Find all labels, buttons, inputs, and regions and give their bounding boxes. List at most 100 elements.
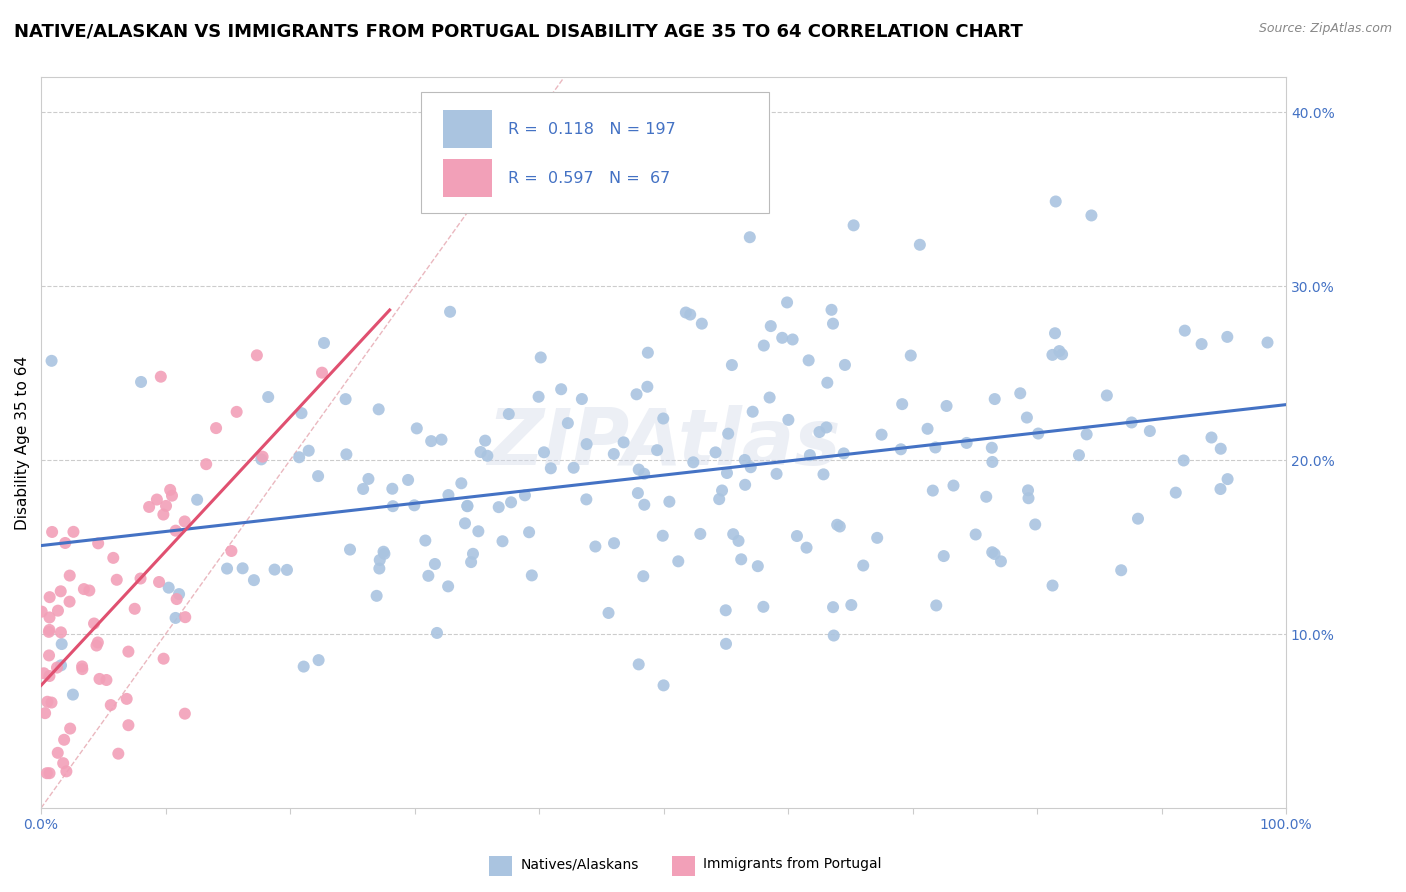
- Point: [167, 587, 190, 601]
- Point: [786, 529, 808, 543]
- Point: [852, 558, 875, 573]
- Point: [741, 405, 763, 419]
- Point: [86, 639, 108, 653]
- Point: [813, 467, 835, 482]
- Point: [405, 421, 427, 435]
- Point: [747, 559, 769, 574]
- Point: [965, 527, 987, 541]
- Point: [38, 766, 60, 780]
- Point: [770, 331, 793, 345]
- Point: [312, 336, 335, 351]
- Point: [165, 611, 187, 625]
- Point: [583, 540, 606, 554]
- Point: [752, 599, 775, 614]
- Point: [1010, 386, 1032, 401]
- Point: [832, 446, 855, 460]
- Point: [1174, 324, 1197, 338]
- FancyBboxPatch shape: [420, 92, 769, 212]
- Point: [1173, 453, 1195, 467]
- Point: [890, 442, 912, 457]
- Point: [721, 527, 744, 541]
- Point: [1047, 344, 1070, 359]
- Point: [352, 482, 374, 496]
- Point: [704, 445, 727, 459]
- Point: [437, 579, 460, 593]
- Point: [31, 605, 53, 619]
- Point: [1042, 348, 1064, 362]
- Point: [562, 460, 585, 475]
- Point: [83, 616, 105, 631]
- Point: [891, 397, 914, 411]
- Point: [73, 582, 96, 596]
- Point: [34, 706, 56, 720]
- Point: [79, 583, 101, 598]
- Text: R =  0.118   N = 197: R = 0.118 N = 197: [508, 122, 676, 136]
- Point: [974, 490, 997, 504]
- Point: [470, 445, 492, 459]
- Point: [1018, 491, 1040, 506]
- Point: [1076, 427, 1098, 442]
- Point: [513, 488, 536, 502]
- Point: [821, 317, 844, 331]
- Point: [257, 390, 280, 404]
- Point: [689, 527, 711, 541]
- Point: [633, 569, 655, 583]
- Point: [454, 516, 477, 531]
- Point: [983, 547, 1005, 561]
- Point: [603, 536, 626, 550]
- Point: [942, 478, 965, 492]
- Point: [980, 441, 1002, 455]
- Point: [752, 338, 775, 352]
- Point: [1164, 485, 1187, 500]
- Point: [520, 568, 543, 582]
- Point: [679, 308, 702, 322]
- Point: [758, 391, 780, 405]
- Point: [983, 392, 1005, 406]
- Point: [55, 764, 77, 779]
- Point: [146, 492, 169, 507]
- Point: [1209, 442, 1232, 456]
- Point: [53, 536, 76, 550]
- Point: [381, 499, 404, 513]
- Point: [990, 554, 1012, 568]
- Point: [1201, 430, 1223, 444]
- Point: [633, 467, 655, 481]
- Point: [58, 594, 80, 608]
- Point: [124, 602, 146, 616]
- FancyBboxPatch shape: [443, 111, 492, 148]
- Point: [129, 375, 152, 389]
- Point: [1256, 335, 1278, 350]
- Point: [636, 380, 658, 394]
- Point: [491, 534, 513, 549]
- Text: Natives/Alaskans: Natives/Alaskans: [520, 857, 638, 871]
- Point: [645, 443, 668, 458]
- Point: [59, 568, 82, 582]
- Point: [1139, 424, 1161, 438]
- Point: [96, 673, 118, 687]
- Point: [709, 492, 731, 507]
- Point: [711, 483, 734, 498]
- Point: [666, 554, 689, 568]
- Point: [981, 545, 1004, 559]
- Point: [613, 435, 636, 450]
- Point: [59, 722, 82, 736]
- Point: [808, 425, 831, 439]
- Point: [418, 569, 440, 583]
- Point: [467, 524, 489, 539]
- Point: [651, 529, 673, 543]
- Point: [870, 427, 893, 442]
- Point: [842, 219, 865, 233]
- Point: [276, 563, 298, 577]
- Point: [46, 746, 69, 760]
- Point: [205, 421, 228, 435]
- Point: [246, 348, 269, 362]
- Point: [540, 461, 562, 475]
- Point: [368, 561, 391, 575]
- Point: [782, 333, 804, 347]
- Point: [517, 525, 540, 540]
- Point: [155, 499, 177, 513]
- Point: [981, 455, 1004, 469]
- Point: [49, 584, 72, 599]
- Point: [716, 466, 738, 480]
- Point: [38, 669, 60, 683]
